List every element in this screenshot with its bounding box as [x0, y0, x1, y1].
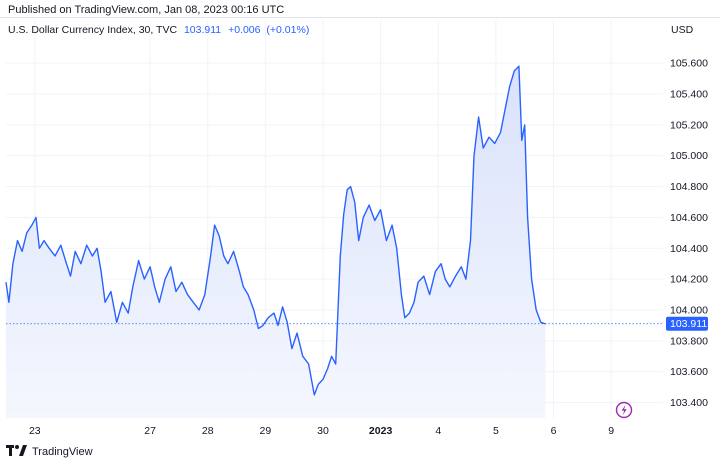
x-tick-label: 4 [435, 425, 441, 437]
y-tick-label: 104.800 [670, 181, 708, 193]
y-tick-label: 105.400 [670, 89, 708, 101]
y-tick-label: 103.800 [670, 335, 708, 347]
y-tick-label: 104.000 [670, 305, 708, 317]
y-axis: 103.400 103.600 103.800 104.000 104.200 104.4… [670, 58, 708, 409]
last-value: 103.911 [183, 24, 222, 36]
x-tick-label: 29 [259, 425, 271, 437]
currency-label: USD [671, 24, 694, 36]
x-tick-label: 2023 [369, 425, 393, 437]
x-tick-label: 28 [202, 425, 214, 437]
change-percent: (+0.01%) [266, 24, 310, 36]
symbol-name[interactable]: U.S. Dollar Currency Index, 30, TVC [8, 24, 178, 36]
chart-legend: U.S. Dollar Currency Index, 30, TVC 103.… [8, 24, 309, 36]
lightning-icon [621, 405, 627, 415]
chart-frame [0, 17, 720, 438]
x-tick-label: 30 [317, 425, 329, 437]
y-tick-label: 104.600 [670, 212, 708, 224]
y-tick-label: 104.400 [670, 243, 708, 255]
last-price-tag-label: 103.911 [670, 318, 707, 330]
x-tick-label: 27 [144, 425, 156, 437]
tradingview-footer[interactable]: TradingView [6, 444, 93, 460]
event-badge[interactable] [615, 401, 633, 419]
x-tick-label: 6 [551, 425, 557, 437]
y-tick-label: 105.600 [670, 58, 708, 70]
y-tick-label: 105.000 [670, 150, 708, 162]
price-line[interactable] [5, 65, 546, 396]
x-axis: 23 27 28 29 30 2023 4 5 6 9 [29, 425, 614, 437]
change-value: +0.006 [228, 24, 261, 36]
last-price-tag: 103.911 [666, 316, 708, 331]
x-tick-label: 5 [493, 425, 499, 437]
price-area [6, 66, 546, 418]
published-note: Published on TradingView.com, Jan 08, 20… [8, 4, 285, 16]
y-tick-label: 104.200 [670, 274, 708, 286]
tradingview-brand: TradingView [32, 446, 93, 458]
x-tick-label: 23 [29, 425, 41, 437]
y-tick-label: 103.400 [670, 397, 708, 409]
y-tick-label: 105.200 [670, 119, 708, 131]
tradingview-logo-icon [6, 444, 28, 460]
y-tick-label: 103.600 [670, 366, 708, 378]
x-tick-label: 9 [608, 425, 614, 437]
